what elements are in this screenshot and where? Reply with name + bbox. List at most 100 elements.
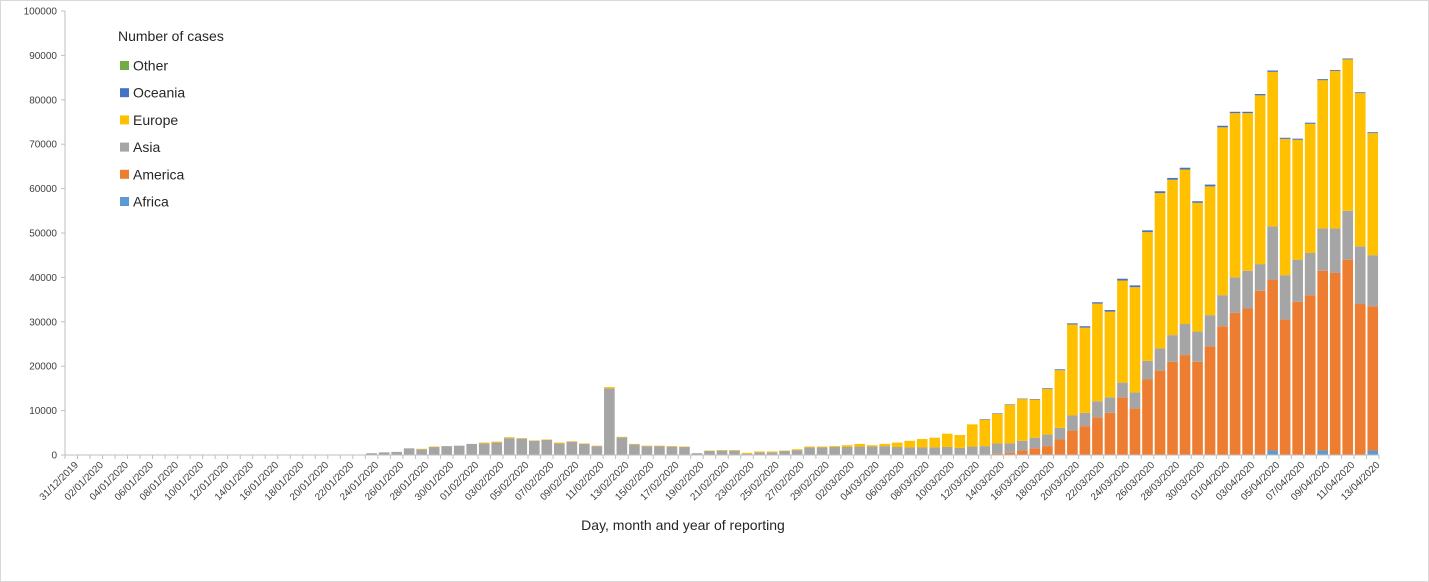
bar-segment-europe [979, 419, 991, 447]
bar-segment-america [1267, 279, 1278, 451]
legend-label-america: America [133, 166, 185, 182]
bar-segment-oceania [1317, 79, 1329, 81]
bar-segment-europe [1017, 399, 1028, 441]
bar-segment-europe [729, 450, 740, 451]
bar-segment-oceania [1254, 94, 1266, 96]
bar-segment-asia [1192, 331, 1203, 362]
legend-swatch-europe [120, 115, 129, 125]
bar-segment-europe [1229, 113, 1241, 278]
bar-segment-oceania [1067, 323, 1078, 325]
bar-segment-america [1029, 448, 1041, 455]
bar-segment-europe [516, 438, 528, 439]
bar-segment-europe [679, 446, 690, 448]
bar-segment-europe [1317, 80, 1329, 229]
y-tick-label: 20000 [29, 362, 57, 373]
y-tick-label: 40000 [29, 273, 57, 284]
bar-segment-europe [1267, 71, 1278, 227]
bar-segment-europe [779, 450, 790, 452]
bar-segment-asia [729, 450, 740, 455]
bar-segment-oceania [1129, 285, 1141, 288]
bar-segment-america [1242, 308, 1253, 455]
bar-segment-europe [1367, 133, 1379, 256]
bar-segment-asia [1279, 275, 1291, 320]
bar-segment-asia [541, 439, 553, 455]
bar-segment-asia [1142, 360, 1153, 380]
bar-segment-oceania [1029, 399, 1041, 400]
bar-segment-america [1142, 379, 1153, 455]
bar-segment-europe [1354, 93, 1366, 247]
bar-segment-europe [666, 446, 678, 447]
bar-segment-oceania [1204, 184, 1216, 187]
legend-label-europe: Europe [133, 112, 178, 128]
legend-label-other: Other [133, 58, 168, 74]
bar-segment-asia [503, 438, 515, 455]
bar-segment-europe [916, 439, 928, 448]
bar-segment-america [1167, 361, 1178, 455]
bar-segment-europe [1117, 280, 1128, 383]
bar-segment-asia [1042, 434, 1053, 447]
bar-segment-europe [416, 448, 427, 450]
bar-segment-asia [1004, 443, 1016, 453]
bar-segment-asia [1242, 270, 1253, 309]
bar-segment-america [1304, 295, 1316, 455]
bar-segment-europe [841, 445, 853, 448]
bar-segment-oceania [1192, 201, 1203, 203]
bar-segment-asia [1167, 335, 1178, 362]
bar-segment-oceania [1167, 177, 1178, 180]
bar-segment-america [1054, 439, 1066, 455]
bars [366, 58, 1379, 455]
bar-segment-asia [804, 447, 815, 455]
bar-segment-oceania [1004, 404, 1016, 405]
bar-segment-america [1292, 301, 1303, 455]
bar-segment-asia [604, 388, 615, 455]
legend: Number of cases Other Oceania Europe Asia Am… [118, 28, 224, 210]
bar-segment-asia [491, 442, 503, 455]
bar-segment-europe [791, 449, 803, 451]
bar-segment-oceania [1242, 111, 1253, 114]
bar-segment-europe [929, 437, 941, 448]
bar-segment-asia [391, 451, 402, 455]
bar-segment-asia [954, 447, 966, 455]
bar-segment-oceania [1079, 326, 1091, 328]
x-axis-title: Day, month and year of reporting [581, 517, 785, 533]
bar-segment-europe [478, 442, 490, 444]
bar-segment-asia [679, 447, 690, 455]
y-tick-label: 30000 [29, 317, 57, 328]
bar-segment-oceania [1154, 191, 1166, 194]
bar-segment-america [1229, 312, 1241, 455]
bar-segment-oceania [1279, 137, 1291, 139]
bar-segment-europe [579, 443, 590, 444]
bar-segment-america [1079, 426, 1091, 455]
bar-segment-asia [1304, 252, 1316, 296]
bar-segment-asia [704, 451, 715, 455]
bar-segment-asia [1292, 259, 1303, 302]
bar-segment-asia [1367, 255, 1379, 307]
bar-segment-asia [916, 447, 928, 455]
bar-segment-asia [641, 446, 653, 455]
x-axis: 31/12/201902/01/202004/01/202006/01/2020… [38, 454, 1383, 503]
bar-segment-america [1354, 304, 1366, 455]
bar-segment-europe [866, 445, 878, 447]
bar-segment-europe [941, 433, 953, 448]
bar-segment-europe [766, 451, 778, 453]
bar-segment-asia [1079, 412, 1091, 427]
bar-segment-america [1317, 270, 1329, 451]
bar-segment-oceania [979, 419, 991, 420]
bar-segment-asia [453, 445, 465, 455]
bar-segment-asia [1067, 415, 1078, 431]
bar-segment-europe [1104, 311, 1116, 398]
bar-segment-europe [1054, 370, 1066, 428]
legend-swatch-africa [120, 197, 129, 206]
bar-segment-europe [1217, 127, 1228, 296]
bar-segment-europe [641, 445, 653, 447]
bar-segment-europe [1129, 287, 1141, 393]
legend-swatch-other [120, 61, 129, 70]
bar-segment-europe [1004, 404, 1016, 444]
bar-segment-europe [616, 436, 628, 438]
bar-segment-europe [704, 450, 715, 452]
bar-segment-asia [929, 447, 941, 455]
bar-segment-america [1017, 450, 1028, 455]
bar-segment-asia [428, 447, 440, 455]
bar-segment-europe [1079, 327, 1091, 413]
bar-segment-asia [979, 446, 991, 455]
